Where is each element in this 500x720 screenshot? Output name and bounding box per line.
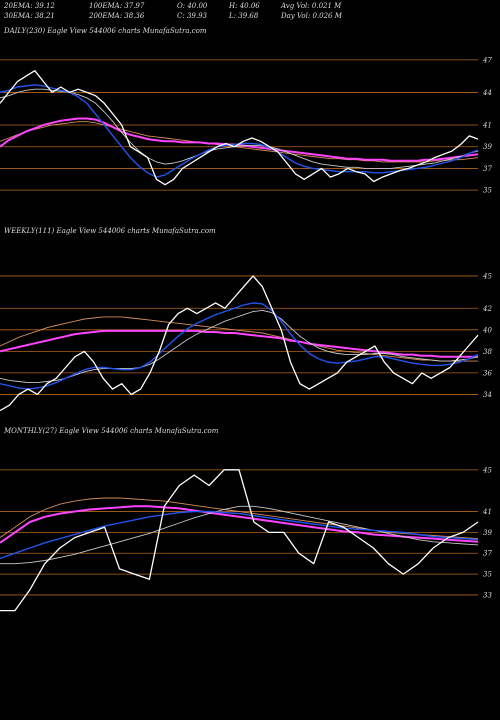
daily-y-tick-label: 41 (482, 122, 492, 130)
monthly-chart: 45 41 39 37 35 33 (0, 466, 492, 612)
stat-close: C: 39.93 (177, 12, 207, 20)
monthly-y-tick-label: 39 (483, 529, 492, 537)
weekly-price-line (0, 275, 479, 412)
monthly-price-line (0, 469, 479, 612)
weekly-y-tick-label: 34 (483, 391, 492, 399)
monthly-y-tick-label: 41 (482, 508, 492, 516)
weekly-y-tick-label: 45 (482, 272, 492, 280)
stat-100ema: 100EMA: 37.97 (89, 2, 145, 10)
monthly-ema-slow-line (0, 505, 479, 544)
daily-y-tick-label: 35 (483, 187, 492, 195)
stat-low: L: 39.68 (229, 12, 259, 20)
daily-y-tick-label: 39 (483, 143, 492, 151)
weekly-chart-title: WEEKLY(111) Eagle View 544006 charts Mun… (4, 227, 216, 235)
daily-chart: 47 44 41 39 37 35 (0, 56, 492, 195)
monthly-y-tick-label: 45 (482, 466, 492, 474)
weekly-chart: 45 42 40 38 36 34 (0, 272, 492, 412)
monthly-chart-title: MONTHLY(27) Eagle View 544006 charts Mun… (4, 427, 219, 435)
daily-ema-long-line (0, 121, 479, 163)
daily-ema-slow-line (0, 117, 479, 162)
daily-y-tick-label: 47 (482, 56, 492, 64)
stat-open: O: 40.00 (177, 2, 208, 10)
monthly-ema-long-line (0, 497, 479, 540)
daily-chart-title: DAILY(230) Eagle View 544006 charts Muna… (4, 27, 207, 35)
daily-ema-mid-line (0, 88, 479, 169)
weekly-y-tick-label: 36 (483, 369, 492, 377)
daily-y-tick-label: 44 (482, 89, 492, 97)
daily-y-tick-label: 37 (483, 165, 492, 173)
monthly-ema-mid-line (0, 505, 479, 565)
daily-ema-fast-line (0, 84, 479, 178)
stat-day-vol: Day Vol: 0.026 M (281, 12, 342, 20)
weekly-ema-fast-line (0, 302, 479, 390)
weekly-ema-mid-line (0, 309, 479, 384)
stat-20ema: 20EMA: 39.12 (4, 2, 55, 10)
stat-avg-vol: Avg Vol: 0.021 M (281, 2, 342, 10)
weekly-ema-long-line (0, 316, 478, 362)
weekly-y-tick-label: 42 (482, 305, 492, 313)
monthly-y-tick-label: 37 (483, 550, 492, 558)
daily-price-line (0, 70, 479, 186)
weekly-y-tick-label: 38 (483, 348, 492, 356)
stat-200ema: 200EMA: 38.36 (89, 12, 145, 20)
weekly-ema-slow-line (0, 329, 478, 358)
stat-30ema: 30EMA: 38.21 (4, 12, 55, 20)
stat-high: H: 40.06 (229, 2, 260, 10)
weekly-y-tick-label: 40 (482, 326, 492, 334)
monthly-y-tick-label: 33 (483, 591, 492, 599)
monthly-y-tick-label: 35 (483, 571, 492, 579)
monthly-ema-fast-line (0, 510, 479, 560)
